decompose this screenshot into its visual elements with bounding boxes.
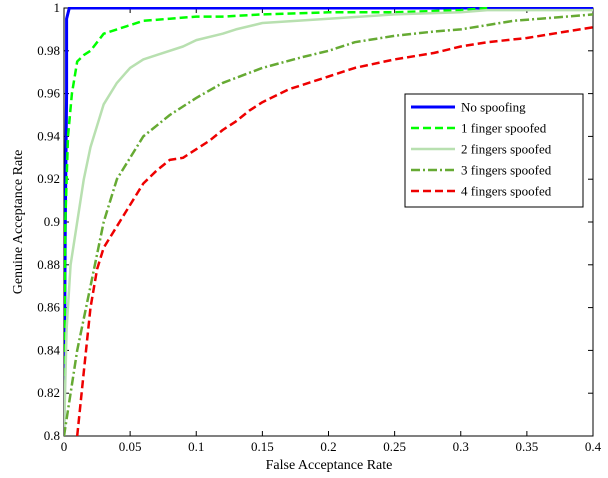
y-tick-label: 0.86 xyxy=(37,300,60,315)
y-tick-label: 0.98 xyxy=(37,43,60,58)
x-tick-label: 0.3 xyxy=(453,439,469,454)
legend-label-1-finger-spoofed: 1 finger spoofed xyxy=(461,121,547,136)
series-line-2-fingers-spoofed xyxy=(64,8,593,436)
legend-label-2-fingers-spoofed: 2 fingers spoofed xyxy=(461,142,552,157)
x-tick-label: 0.05 xyxy=(119,439,142,454)
x-tick-label: 0.35 xyxy=(516,439,539,454)
plot-area xyxy=(63,7,594,437)
y-tick-label: 0.9 xyxy=(44,214,60,229)
y-axis-title: Genuine Acceptance Rate xyxy=(11,150,26,295)
y-tick-label: 0.8 xyxy=(44,428,60,443)
x-tick-label: 0.15 xyxy=(251,439,274,454)
x-tick-label: 0.2 xyxy=(320,439,336,454)
y-tick-label: 0.84 xyxy=(37,342,60,357)
x-tick-label: 0 xyxy=(61,439,68,454)
legend-label-3-fingers-spoofed: 3 fingers spoofed xyxy=(461,163,552,178)
y-tick-label: 1 xyxy=(54,0,61,15)
legend-box xyxy=(404,93,584,208)
y-tick-label: 0.92 xyxy=(37,171,60,186)
x-tick-label: 0.25 xyxy=(383,439,406,454)
y-tick-label: 0.94 xyxy=(37,128,60,143)
y-tick-label: 0.96 xyxy=(37,86,60,101)
series-line-1-finger-spoofed xyxy=(64,7,488,436)
x-axis-title: False Acceptance Rate xyxy=(266,458,393,473)
series-line-3-fingers-spoofed xyxy=(64,13,593,436)
series-line-no-spoofing xyxy=(64,7,593,436)
series-line-4-fingers-spoofed xyxy=(75,26,593,436)
legend-label-no-spoofing: No spoofing xyxy=(461,100,526,115)
legend-label-4-fingers-spoofed: 4 fingers spoofed xyxy=(461,184,552,199)
y-tick-label: 0.82 xyxy=(37,385,60,400)
y-tick-label: 0.88 xyxy=(37,257,60,272)
x-tick-label: 0.1 xyxy=(188,439,204,454)
x-tick-label: 0.4 xyxy=(585,439,602,454)
